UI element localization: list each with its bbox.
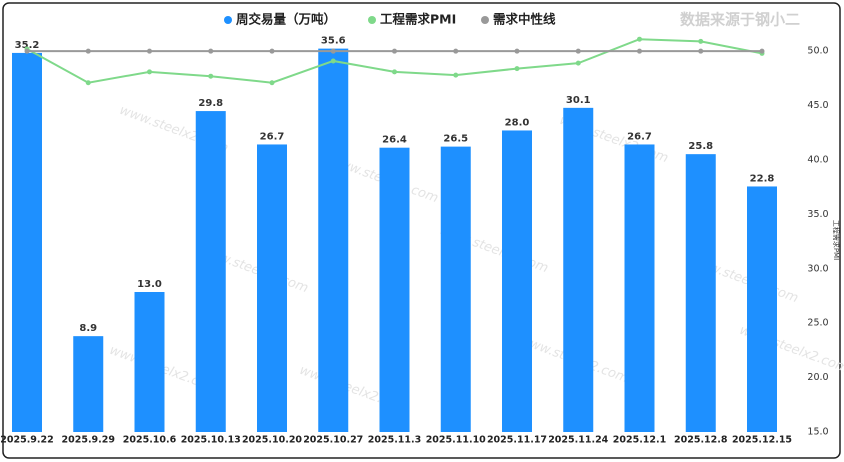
value-label: 8.9 — [79, 323, 97, 334]
line-point — [698, 48, 704, 54]
bar — [624, 144, 655, 432]
legend-label: 周交易量（万吨） — [236, 12, 336, 27]
legend-marker — [368, 16, 376, 24]
line-point — [698, 38, 704, 44]
legend-label: 需求中性线 — [493, 12, 556, 27]
value-label: 26.7 — [627, 131, 652, 142]
line-point — [514, 48, 520, 54]
line-point — [759, 48, 765, 54]
bar — [73, 336, 104, 432]
bar — [563, 107, 594, 432]
line-point — [24, 48, 30, 54]
line-point — [208, 73, 214, 79]
y2-tick-label: 20.0 — [807, 372, 828, 383]
line-point — [208, 48, 214, 54]
value-label: 22.8 — [750, 173, 775, 184]
line-point — [147, 69, 152, 75]
y2-tick-label: 25.0 — [807, 318, 828, 329]
y2-tick-label: 15.0 — [807, 427, 828, 438]
line-point — [453, 72, 459, 78]
line-point — [269, 80, 275, 86]
line-point — [637, 36, 642, 42]
value-label: 28.0 — [505, 117, 530, 128]
x-tick-label: 2025.11.3 — [368, 435, 422, 446]
source-note: 数据来源于钢小二 — [680, 11, 800, 29]
y2-tick-label: 50.0 — [807, 46, 828, 57]
line-point — [575, 60, 581, 66]
x-tick-label: 2025.12.8 — [674, 435, 728, 446]
bar — [685, 154, 716, 432]
legend-label: 工程需求PMI — [380, 12, 456, 27]
line-point — [514, 66, 520, 72]
x-tick-label: 2025.10.20 — [242, 435, 302, 446]
value-label: 26.4 — [382, 135, 407, 146]
bar — [195, 111, 226, 433]
value-label: 35.2 — [15, 40, 40, 51]
line-point — [330, 58, 336, 64]
bar — [747, 186, 777, 432]
bar — [379, 147, 410, 432]
line-point — [392, 48, 397, 54]
y2-tick-label: 30.0 — [807, 263, 828, 274]
y2-tick-label: 35.0 — [807, 209, 828, 220]
line-point — [147, 48, 152, 54]
value-label: 13.0 — [137, 279, 162, 290]
x-tick-label: 2025.10.6 — [123, 435, 177, 446]
line-point — [85, 80, 91, 86]
value-label: 29.8 — [198, 98, 223, 109]
x-tick-label: 2025.9.29 — [62, 435, 116, 446]
x-tick-label: 2025.10.27 — [303, 435, 363, 446]
bar — [502, 130, 532, 432]
bar — [440, 146, 471, 432]
legend-marker — [224, 16, 232, 24]
value-label: 25.8 — [688, 141, 713, 152]
x-tick-label: 2025.10.13 — [181, 435, 241, 446]
legend-marker — [481, 16, 489, 24]
y2-axis-label: 工程需求PMI — [832, 220, 841, 260]
value-label: 26.5 — [443, 134, 468, 145]
x-tick-label: 2025.12.15 — [732, 435, 792, 446]
x-tick-label: 2025.11.24 — [548, 435, 608, 446]
line-point — [637, 48, 642, 54]
value-label: 35.6 — [321, 36, 346, 47]
value-label: 26.7 — [260, 131, 285, 142]
y2-tick-label: 40.0 — [807, 154, 828, 165]
bar — [134, 292, 165, 432]
line-point — [85, 48, 91, 54]
line-point — [392, 69, 397, 75]
bar — [257, 144, 287, 432]
line-point — [453, 48, 459, 54]
line-point — [330, 48, 336, 54]
bar — [318, 48, 349, 432]
x-tick-label: 2025.9.22 — [0, 435, 54, 446]
value-label: 30.1 — [566, 95, 591, 106]
bar — [12, 52, 42, 433]
x-tick-label: 2025.11.10 — [426, 435, 486, 446]
y2-tick-label: 45.0 — [807, 100, 828, 111]
x-tick-label: 2025.12.1 — [613, 435, 667, 446]
line-point — [575, 48, 581, 54]
x-tick-label: 2025.11.17 — [487, 435, 547, 446]
line-point — [269, 48, 275, 54]
